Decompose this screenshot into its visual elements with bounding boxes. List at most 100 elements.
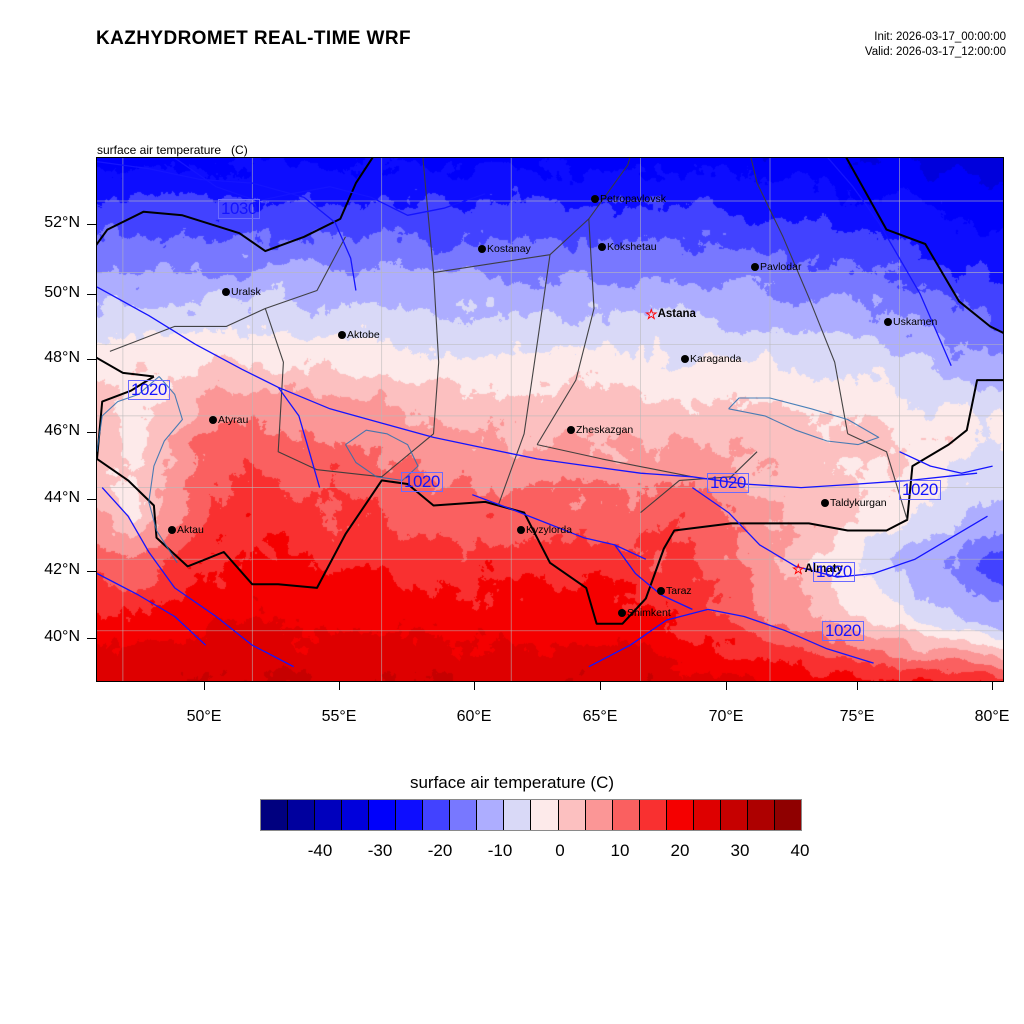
x-axis-tick-mark (474, 681, 475, 690)
isobar-pressure-label: 1020 (813, 562, 855, 582)
colorbar-swatch (315, 800, 343, 830)
colorbar-swatch (531, 800, 559, 830)
x-axis-tick-mark (726, 681, 727, 690)
colorbar-swatch (342, 800, 370, 830)
isobar-pressure-label: 1020 (899, 480, 941, 500)
city-dot-icon (598, 243, 606, 251)
city-label: Kostanay (487, 243, 531, 255)
city-label: Kyzylorda (526, 524, 573, 536)
page-title: KAZHYDROMET REAL-TIME WRF (96, 28, 412, 49)
y-axis-tick-label: 44°N (44, 489, 80, 506)
y-axis-tick-label: 40°N (44, 628, 80, 645)
city-dot-icon (751, 263, 759, 271)
city-marker-astana: ☆Astana (645, 306, 696, 322)
isobar-label-layer: 1030 1020 1020 1020 1020 1020 1020 (97, 158, 1003, 681)
y-axis-tick-label: 50°N (44, 284, 80, 301)
city-marker-almaty: ☆Almaty (792, 561, 843, 577)
colorbar-tick-label: -10 (487, 841, 513, 860)
city-marker-kostanay: Kostanay (478, 243, 531, 255)
city-marker-kokshetau: Kokshetau (598, 241, 657, 253)
x-axis-tick-label: 70°E (708, 708, 744, 725)
init-time-label: Init: 2026-03-17_00:00:00 (874, 31, 1006, 43)
y-axis-tick-mark (87, 571, 96, 572)
x-axis-tick-mark (204, 681, 205, 690)
y-axis-tick-label: 48°N (44, 349, 80, 366)
y-axis-tick-label: 42°N (44, 561, 80, 578)
colorbar-swatch (639, 800, 667, 830)
field-caption-line-1: surface air temperature (C) (97, 143, 248, 157)
colorbar-tick-label: 30 (730, 841, 750, 860)
x-axis-tick-label: 65°E (582, 708, 618, 725)
x-axis-tick-label: 60°E (456, 708, 492, 725)
x-axis-tick-label: 55°E (321, 708, 357, 725)
colorbar-swatch (666, 800, 694, 830)
city-marker-shimkent: Shimkent (618, 607, 671, 619)
city-marker-pavlodar: Pavlodar (751, 261, 801, 273)
city-marker-taldykurgan: Taldykurgan (821, 497, 887, 509)
city-dot-icon (478, 245, 486, 253)
colorbar-swatch (504, 800, 532, 830)
city-marker-uskamen: Uskamen (884, 316, 937, 328)
valid-time-label: Valid: 2026-03-17_12:00:00 (864, 46, 1006, 58)
colorbar-swatch (774, 800, 801, 830)
colorbar-tick-label: 40 (790, 841, 810, 860)
city-dot-icon (821, 499, 829, 507)
colorbar-tick-label: 10 (610, 841, 630, 860)
city-label: Petropavlovsk (600, 193, 666, 205)
city-label: Almaty (804, 563, 843, 575)
city-label: Uskamen (893, 316, 938, 328)
city-dot-icon (681, 355, 689, 363)
city-dot-icon (884, 318, 892, 326)
y-axis-tick-mark (87, 432, 96, 433)
colorbar-swatch (369, 800, 397, 830)
city-label: Taraz (666, 585, 692, 597)
city-dot-icon (591, 195, 599, 203)
city-marker-aktau: Aktau (168, 524, 204, 536)
capital-star-icon: ☆ (792, 561, 805, 577)
isobar-pressure-label: 1020 (128, 380, 170, 400)
y-axis-tick-mark (87, 499, 96, 500)
city-dot-icon (618, 609, 626, 617)
city-dot-icon (567, 426, 575, 434)
colorbar (260, 799, 802, 831)
city-dot-icon (338, 331, 346, 339)
colorbar-tick-label: 20 (670, 841, 690, 860)
y-axis-tick-mark (87, 224, 96, 225)
isobar-pressure-label: 1030 (218, 199, 260, 219)
colorbar-swatch (558, 800, 586, 830)
y-axis-tick-mark (87, 294, 96, 295)
x-axis-tick-mark (857, 681, 858, 690)
city-label-layer: Petropavlovsk Kostanay Kokshetau Pavlodar Ur… (97, 158, 1003, 681)
x-axis-tick-mark (992, 681, 993, 690)
isobar-pressure-label: 1020 (707, 473, 749, 493)
colorbar-swatch (747, 800, 775, 830)
colorbar-tick-label: -30 (367, 841, 393, 860)
city-marker-kyzylorda: Kyzylorda (517, 524, 572, 536)
colorbar-swatch (720, 800, 748, 830)
city-label: Atyrau (218, 414, 249, 426)
y-axis-tick-mark (87, 359, 96, 360)
city-dot-icon (657, 587, 665, 595)
city-label: Aktau (177, 524, 204, 536)
colorbar-tick-label: 0 (555, 841, 565, 860)
city-label: Taldykurgan (830, 497, 887, 509)
x-axis-tick-label: 80°E (974, 708, 1010, 725)
city-dot-icon (209, 416, 217, 424)
colorbar-swatch (261, 800, 289, 830)
colorbar-swatch (693, 800, 721, 830)
colorbar-ticks: -40 -30 -20 -10 0 10 20 30 40 (260, 841, 810, 867)
colorbar-tick-label: -20 (427, 841, 453, 860)
x-axis-tick-label: 75°E (839, 708, 875, 725)
temperature-field-raster (97, 158, 1003, 681)
city-label: Astana (657, 308, 696, 320)
city-label: Kokshetau (607, 241, 657, 253)
city-marker-petropavlovsk: Petropavlovsk (591, 193, 666, 205)
city-marker-zheskazgan: Zheskazgan (567, 424, 633, 436)
run-info: Init: 2026-03-17_00:00:00 Valid: 2026-03… (865, 30, 1006, 60)
y-axis-tick-label: 52°N (44, 214, 80, 231)
capital-star-icon: ☆ (645, 306, 658, 322)
colorbar-swatch (288, 800, 316, 830)
city-label: Karaganda (690, 353, 742, 365)
isobar-pressure-label: 1020 (822, 621, 864, 641)
map-plot-area[interactable]: Petropavlovsk Kostanay Kokshetau Pavlodar Ur… (96, 157, 1004, 682)
